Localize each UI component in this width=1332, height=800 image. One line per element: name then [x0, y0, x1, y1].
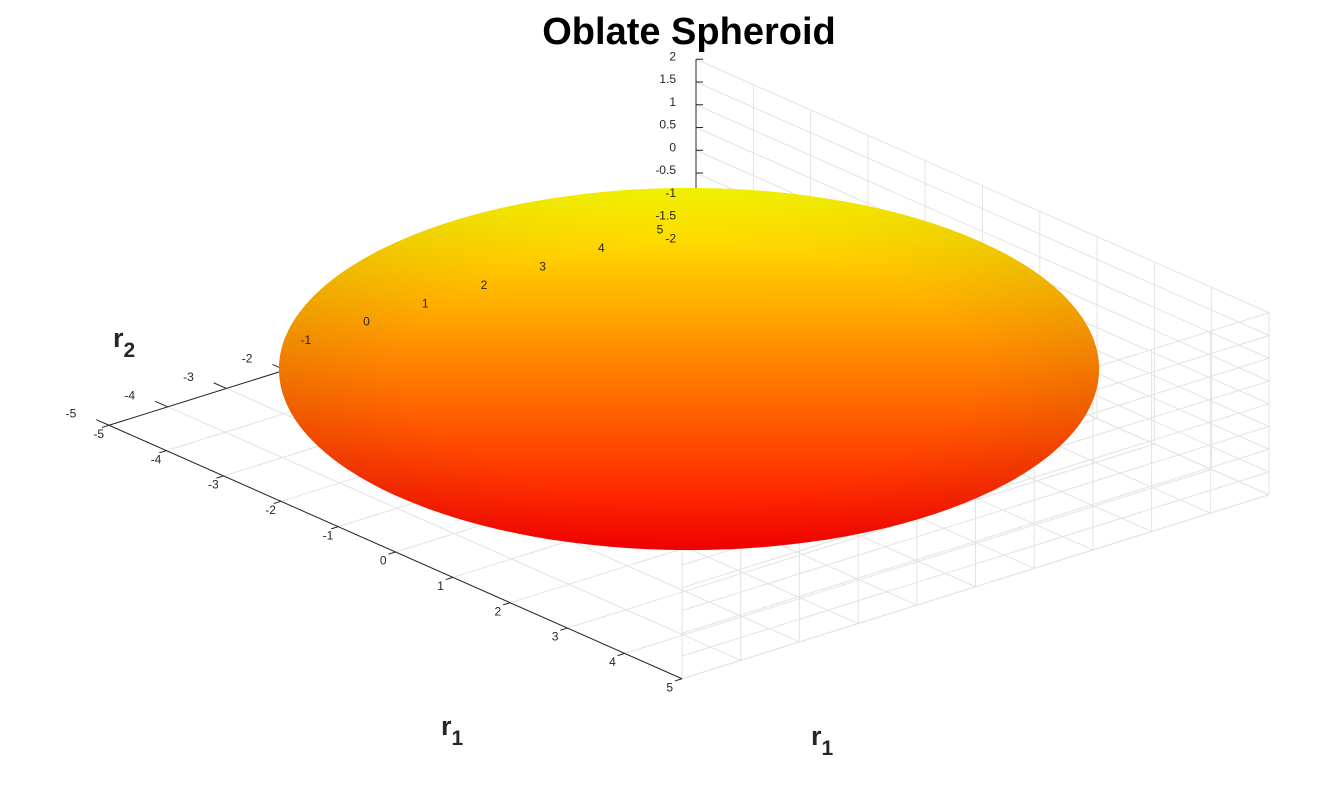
z-tick-label: 0	[669, 140, 676, 154]
x-tick	[674, 678, 683, 682]
x-tick	[216, 475, 224, 479]
x-tick-label: 2	[494, 604, 501, 618]
z-tick-label: 1.5	[659, 72, 676, 86]
grid-line	[695, 104, 1270, 359]
x-tick	[388, 551, 396, 555]
chart-title: Oblate Spheroid	[542, 11, 835, 53]
y-tick	[154, 400, 168, 408]
x-tick-label: 1	[437, 579, 444, 593]
y-tick	[96, 419, 110, 426]
y-tick-label: -3	[183, 370, 194, 384]
tick-labels: -5-4-3-2-1012345-5-4-3-2-1012345-2-1.5-1…	[66, 49, 677, 694]
y-tick-label: -2	[242, 352, 253, 366]
y-tick-label: 5	[657, 223, 664, 237]
x-tick	[273, 500, 282, 504]
x-tick	[617, 652, 625, 657]
y-tick-label: -1	[300, 333, 311, 347]
y-tick-label: 0	[363, 315, 370, 329]
z-tick-label: -2	[665, 231, 676, 245]
y-tick-label: 3	[539, 260, 546, 274]
x-tick-label: -4	[151, 452, 162, 466]
y-tick-label: 4	[598, 241, 605, 255]
z-tick-label: 2	[669, 49, 676, 63]
y-tick	[213, 382, 227, 389]
grid-line	[681, 426, 1270, 611]
x-tick-label: -1	[323, 528, 334, 542]
grid-line	[167, 406, 741, 661]
x-tick-label: 0	[380, 554, 387, 568]
grid-line	[695, 81, 1270, 336]
x-axis-label: r1	[811, 721, 834, 760]
z-tick-label: -0.5	[655, 163, 676, 177]
x-tick	[445, 576, 453, 581]
x-tick	[502, 602, 511, 606]
y-tick-label: -5	[66, 407, 77, 421]
grid-line	[681, 448, 1270, 634]
z-tick-label: -1.5	[655, 209, 676, 223]
x-tick	[560, 627, 568, 631]
z-tick-label: -1	[665, 186, 676, 200]
x-tick-label: -5	[93, 427, 104, 441]
x-tick	[101, 424, 110, 428]
z-axis-label: r2	[113, 323, 135, 362]
y-tick-label: 1	[422, 296, 429, 310]
x-tick-label: 3	[552, 630, 559, 644]
x-tick-label: -2	[265, 503, 276, 517]
y-tick-label: -4	[124, 388, 135, 402]
y-axis-label: r1	[441, 711, 464, 750]
x-tick	[159, 450, 167, 454]
x-tick-label: 4	[609, 655, 616, 669]
x-tick-label: 5	[666, 680, 673, 694]
grid-line	[695, 58, 1270, 314]
z-tick-label: 1	[669, 95, 676, 109]
spheroid-shading	[278, 187, 1100, 551]
y-tick-label: 2	[481, 278, 488, 292]
x-tick-label: -3	[208, 478, 219, 492]
z-tick-label: 0.5	[659, 118, 676, 132]
x-tick	[331, 526, 339, 530]
grid-line	[681, 494, 1270, 680]
surface	[278, 187, 1100, 551]
grid-line	[681, 471, 1270, 657]
